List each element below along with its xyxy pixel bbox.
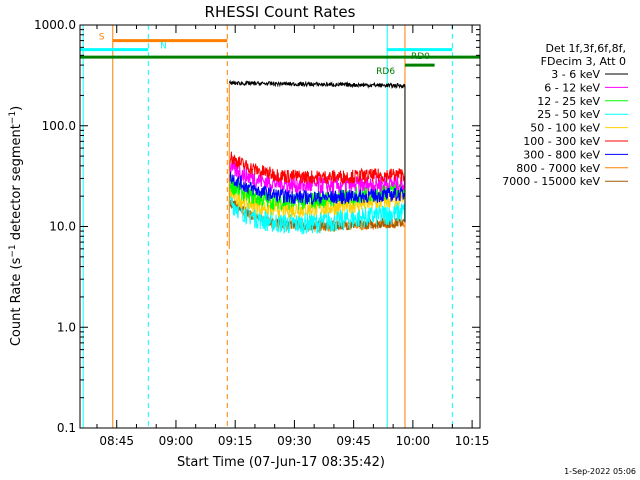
y-axis-label: Count Rate (s−1 detector segment−1) [8, 106, 24, 346]
y-tick-label-2: 10.0 [49, 220, 76, 234]
legend-label-1: 6 - 12 keV [544, 81, 600, 94]
series-lines [228, 79, 406, 358]
y-tick-label-1: 1.0 [57, 320, 76, 334]
x-tick-label-2: 09:15 [218, 434, 253, 448]
y-axis-ticks: 0.1 1.0 10.0 100.0 1000.0 [34, 18, 480, 435]
flag-label-1: N [160, 42, 167, 52]
y-tick-label-3: 100.0 [42, 119, 76, 133]
x-tick-label-1: 09:00 [159, 434, 194, 448]
legend-label-3: 25 - 50 keV [537, 108, 600, 121]
legend-label-2: 12 - 25 keV [537, 95, 600, 108]
y-axis-label-start: Count Rate (s [9, 257, 24, 346]
legend-header-line-2: FDecim 3, Att 0 [541, 55, 626, 68]
legend-label-4: 50 - 100 keV [530, 122, 600, 135]
y-tick-label-0: 0.1 [57, 421, 76, 435]
y-axis-label-exponent-2: −1 [8, 111, 18, 124]
legend-label-7: 800 - 7000 keV [516, 162, 600, 175]
legend-label-5: 100 - 300 keV [523, 135, 600, 148]
series-line-2 [228, 175, 406, 211]
series-line-3 [228, 191, 406, 235]
y-tick-label-4: 1000.0 [34, 18, 76, 32]
flag-bars: SNNRD0RD6 [80, 33, 480, 77]
legend-label-0: 3 - 6 keV [551, 68, 600, 81]
legend-label-6: 300 - 800 keV [523, 148, 600, 161]
legend-label-8: 7000 - 15000 keV [502, 175, 600, 188]
y-axis-label-end: ) [9, 106, 24, 111]
series-line-6 [228, 171, 406, 206]
y-axis-label-exponent: −1 [8, 244, 18, 257]
x-axis-label: Start Time (07-Jun-17 08:35:42) [177, 455, 385, 470]
flag-label-4: RD0 [411, 52, 430, 62]
series-line-0 [228, 79, 406, 90]
flag-label-5: RD6 [376, 67, 395, 77]
x-axis-ticks: 08:45 09:00 09:15 09:30 09:45 10:00 10:15 [96, 25, 490, 448]
x-tick-label-6: 10:15 [455, 434, 490, 448]
chart-title: RHESSI Count Rates [205, 3, 356, 21]
timestamp: 1-Sep-2022 05:06 [564, 467, 636, 476]
x-tick-label-4: 09:45 [336, 434, 371, 448]
legend: Det 1f,3f,6f,8f, FDecim 3, Att 0 3 - 6 k… [502, 42, 628, 188]
x-tick-label-0: 08:45 [99, 434, 134, 448]
x-tick-label-3: 09:30 [277, 434, 312, 448]
series-line-5 [228, 151, 406, 185]
y-axis-label-middle: detector segment [9, 124, 24, 244]
flag-label-0: S [99, 33, 105, 43]
legend-header-line-1: Det 1f,3f,6f,8f, [545, 42, 626, 55]
x-tick-label-5: 10:00 [396, 434, 431, 448]
